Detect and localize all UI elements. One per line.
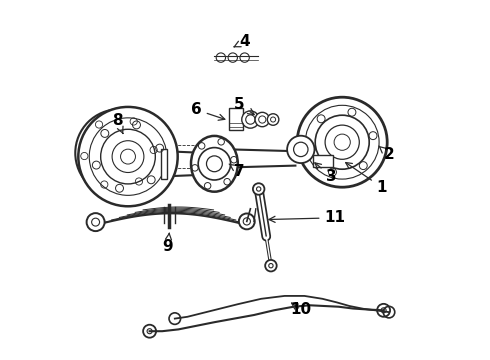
Circle shape bbox=[242, 111, 259, 128]
Circle shape bbox=[87, 213, 104, 231]
Circle shape bbox=[239, 213, 255, 229]
Polygon shape bbox=[229, 108, 243, 130]
Text: 10: 10 bbox=[290, 302, 311, 317]
Circle shape bbox=[253, 183, 265, 195]
Text: 7: 7 bbox=[229, 163, 245, 179]
Text: 1: 1 bbox=[345, 163, 387, 195]
Circle shape bbox=[78, 107, 178, 206]
Circle shape bbox=[297, 97, 387, 187]
Polygon shape bbox=[314, 155, 333, 167]
Circle shape bbox=[255, 112, 270, 127]
Text: 4: 4 bbox=[234, 34, 250, 49]
Polygon shape bbox=[161, 149, 167, 179]
Text: 5: 5 bbox=[234, 97, 254, 114]
Text: 2: 2 bbox=[379, 146, 394, 162]
Circle shape bbox=[265, 260, 277, 271]
Ellipse shape bbox=[191, 136, 238, 192]
Text: 6: 6 bbox=[191, 102, 225, 120]
Text: 8: 8 bbox=[112, 113, 123, 134]
Text: 9: 9 bbox=[162, 233, 173, 254]
Text: 11: 11 bbox=[269, 210, 345, 225]
Circle shape bbox=[268, 114, 279, 125]
Circle shape bbox=[287, 136, 315, 163]
Circle shape bbox=[75, 109, 163, 197]
Text: 3: 3 bbox=[315, 163, 337, 184]
